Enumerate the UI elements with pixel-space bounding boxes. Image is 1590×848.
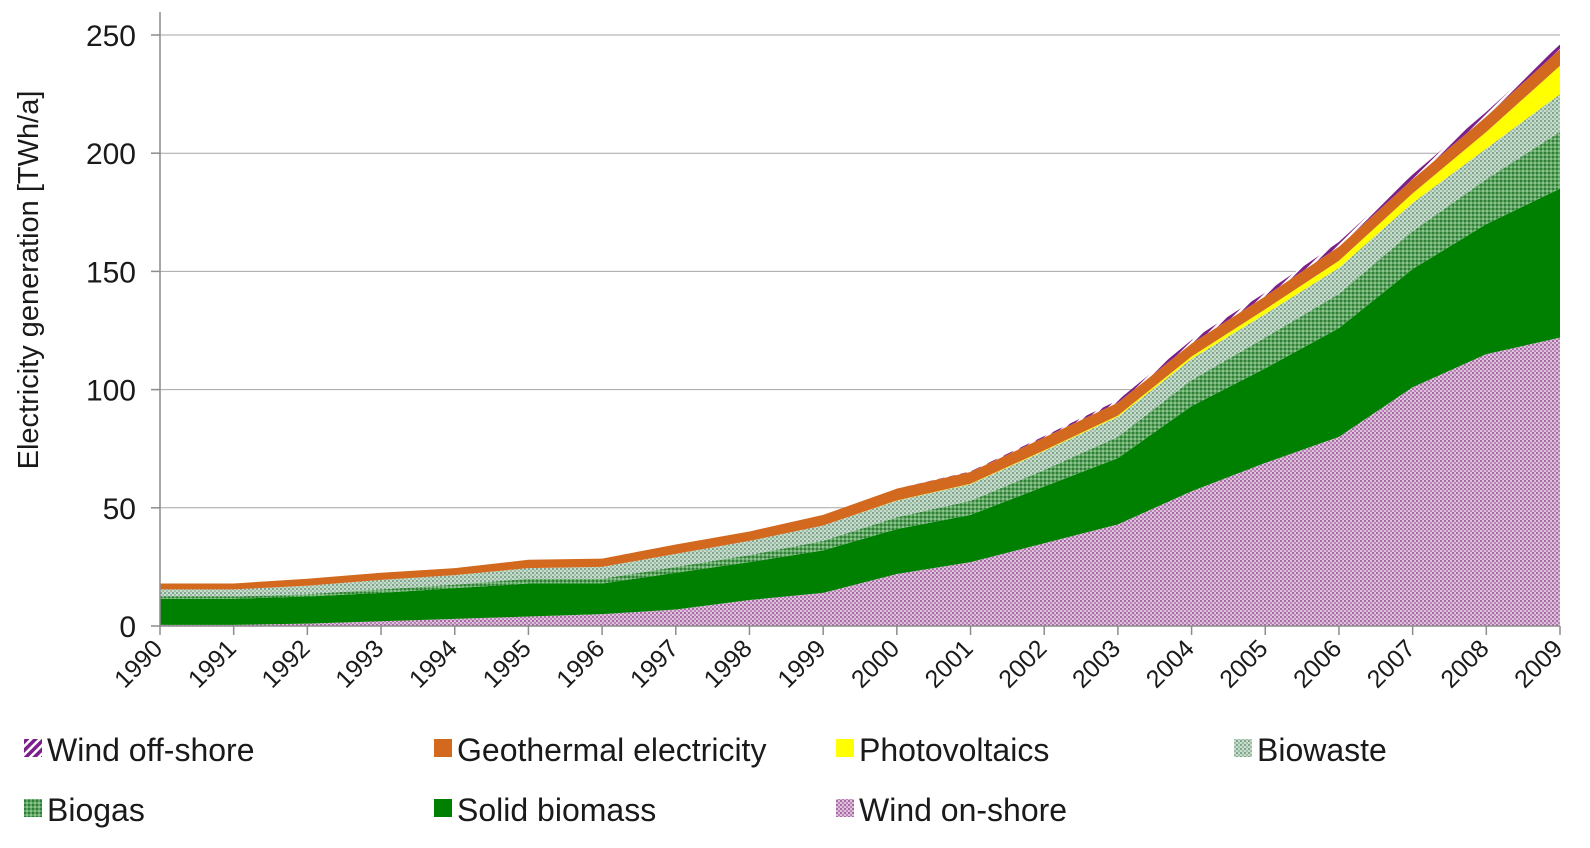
- y-tick-label: 100: [86, 375, 136, 408]
- x-tick-label: 1997: [625, 634, 684, 693]
- axes: [151, 12, 1561, 635]
- legend-label-wind-on-shore: Wind on-shore: [859, 792, 1067, 828]
- x-tick-label: 2008: [1435, 634, 1494, 693]
- y-axis-title: Electricity generation [TWh/a]: [13, 91, 45, 470]
- area-solid-biomass: [160, 188, 1560, 625]
- x-tick-label: 1992: [256, 634, 315, 693]
- y-tick-label: 0: [119, 611, 136, 644]
- legend-swatch-geothermal-electricity: [434, 739, 452, 757]
- x-tick-label: 2001: [920, 634, 979, 693]
- y-tick-label: 200: [86, 138, 136, 171]
- y-tick-label: 250: [86, 20, 136, 53]
- legend-swatch-biogas: [24, 799, 42, 817]
- x-tick-labels: 1990 1991 1992 1993 1994 1995 1996 1997 1998 1999…: [109, 634, 1568, 693]
- x-tick-label: 1993: [330, 634, 389, 693]
- legend-label-wind-off-shore: Wind off-shore: [47, 732, 255, 768]
- x-tick-label: 2002: [993, 634, 1052, 693]
- area-wind-on-shore: [160, 337, 1560, 626]
- x-tick-label: 2003: [1067, 634, 1126, 693]
- x-tick-label: 2009: [1509, 634, 1568, 693]
- y-tick-labels: 0 50 100 150 200 250: [86, 20, 136, 644]
- legend-swatch-wind-on-shore: [836, 799, 854, 817]
- x-tick-label: 1996: [551, 634, 610, 693]
- x-tick-label: 1994: [404, 634, 463, 693]
- x-tick-label: 1995: [478, 634, 537, 693]
- legend-label-geothermal-electricity: Geothermal electricity: [457, 732, 766, 768]
- y-tick-label: 50: [103, 493, 136, 526]
- legend-swatch-solid-biomass: [434, 799, 452, 817]
- series-areas: [160, 44, 1560, 626]
- x-tick-label: 1990: [109, 634, 168, 693]
- legend-label-biowaste: Biowaste: [1257, 732, 1387, 768]
- x-tick-label: 2007: [1362, 634, 1421, 693]
- x-tick-label: 1998: [699, 634, 758, 693]
- legend-swatch-photovoltaics: [836, 739, 854, 757]
- legend: Wind off-shore Geothermal electricity Phot…: [24, 732, 1387, 828]
- legend-swatch-wind-off-shore: [24, 739, 42, 757]
- x-tick-label: 1991: [183, 634, 242, 693]
- x-tick-label: 2004: [1141, 634, 1200, 693]
- x-tick-label: 2006: [1288, 634, 1347, 693]
- legend-label-solid-biomass: Solid biomass: [457, 792, 656, 828]
- legend-label-photovoltaics: Photovoltaics: [859, 732, 1049, 768]
- legend-label-biogas: Biogas: [47, 792, 145, 828]
- y-tick-label: 150: [86, 256, 136, 289]
- x-tick-label: 2000: [846, 634, 905, 693]
- x-tick-label: 2005: [1214, 634, 1273, 693]
- x-tick-label: 1999: [772, 634, 831, 693]
- legend-swatch-biowaste: [1234, 739, 1252, 757]
